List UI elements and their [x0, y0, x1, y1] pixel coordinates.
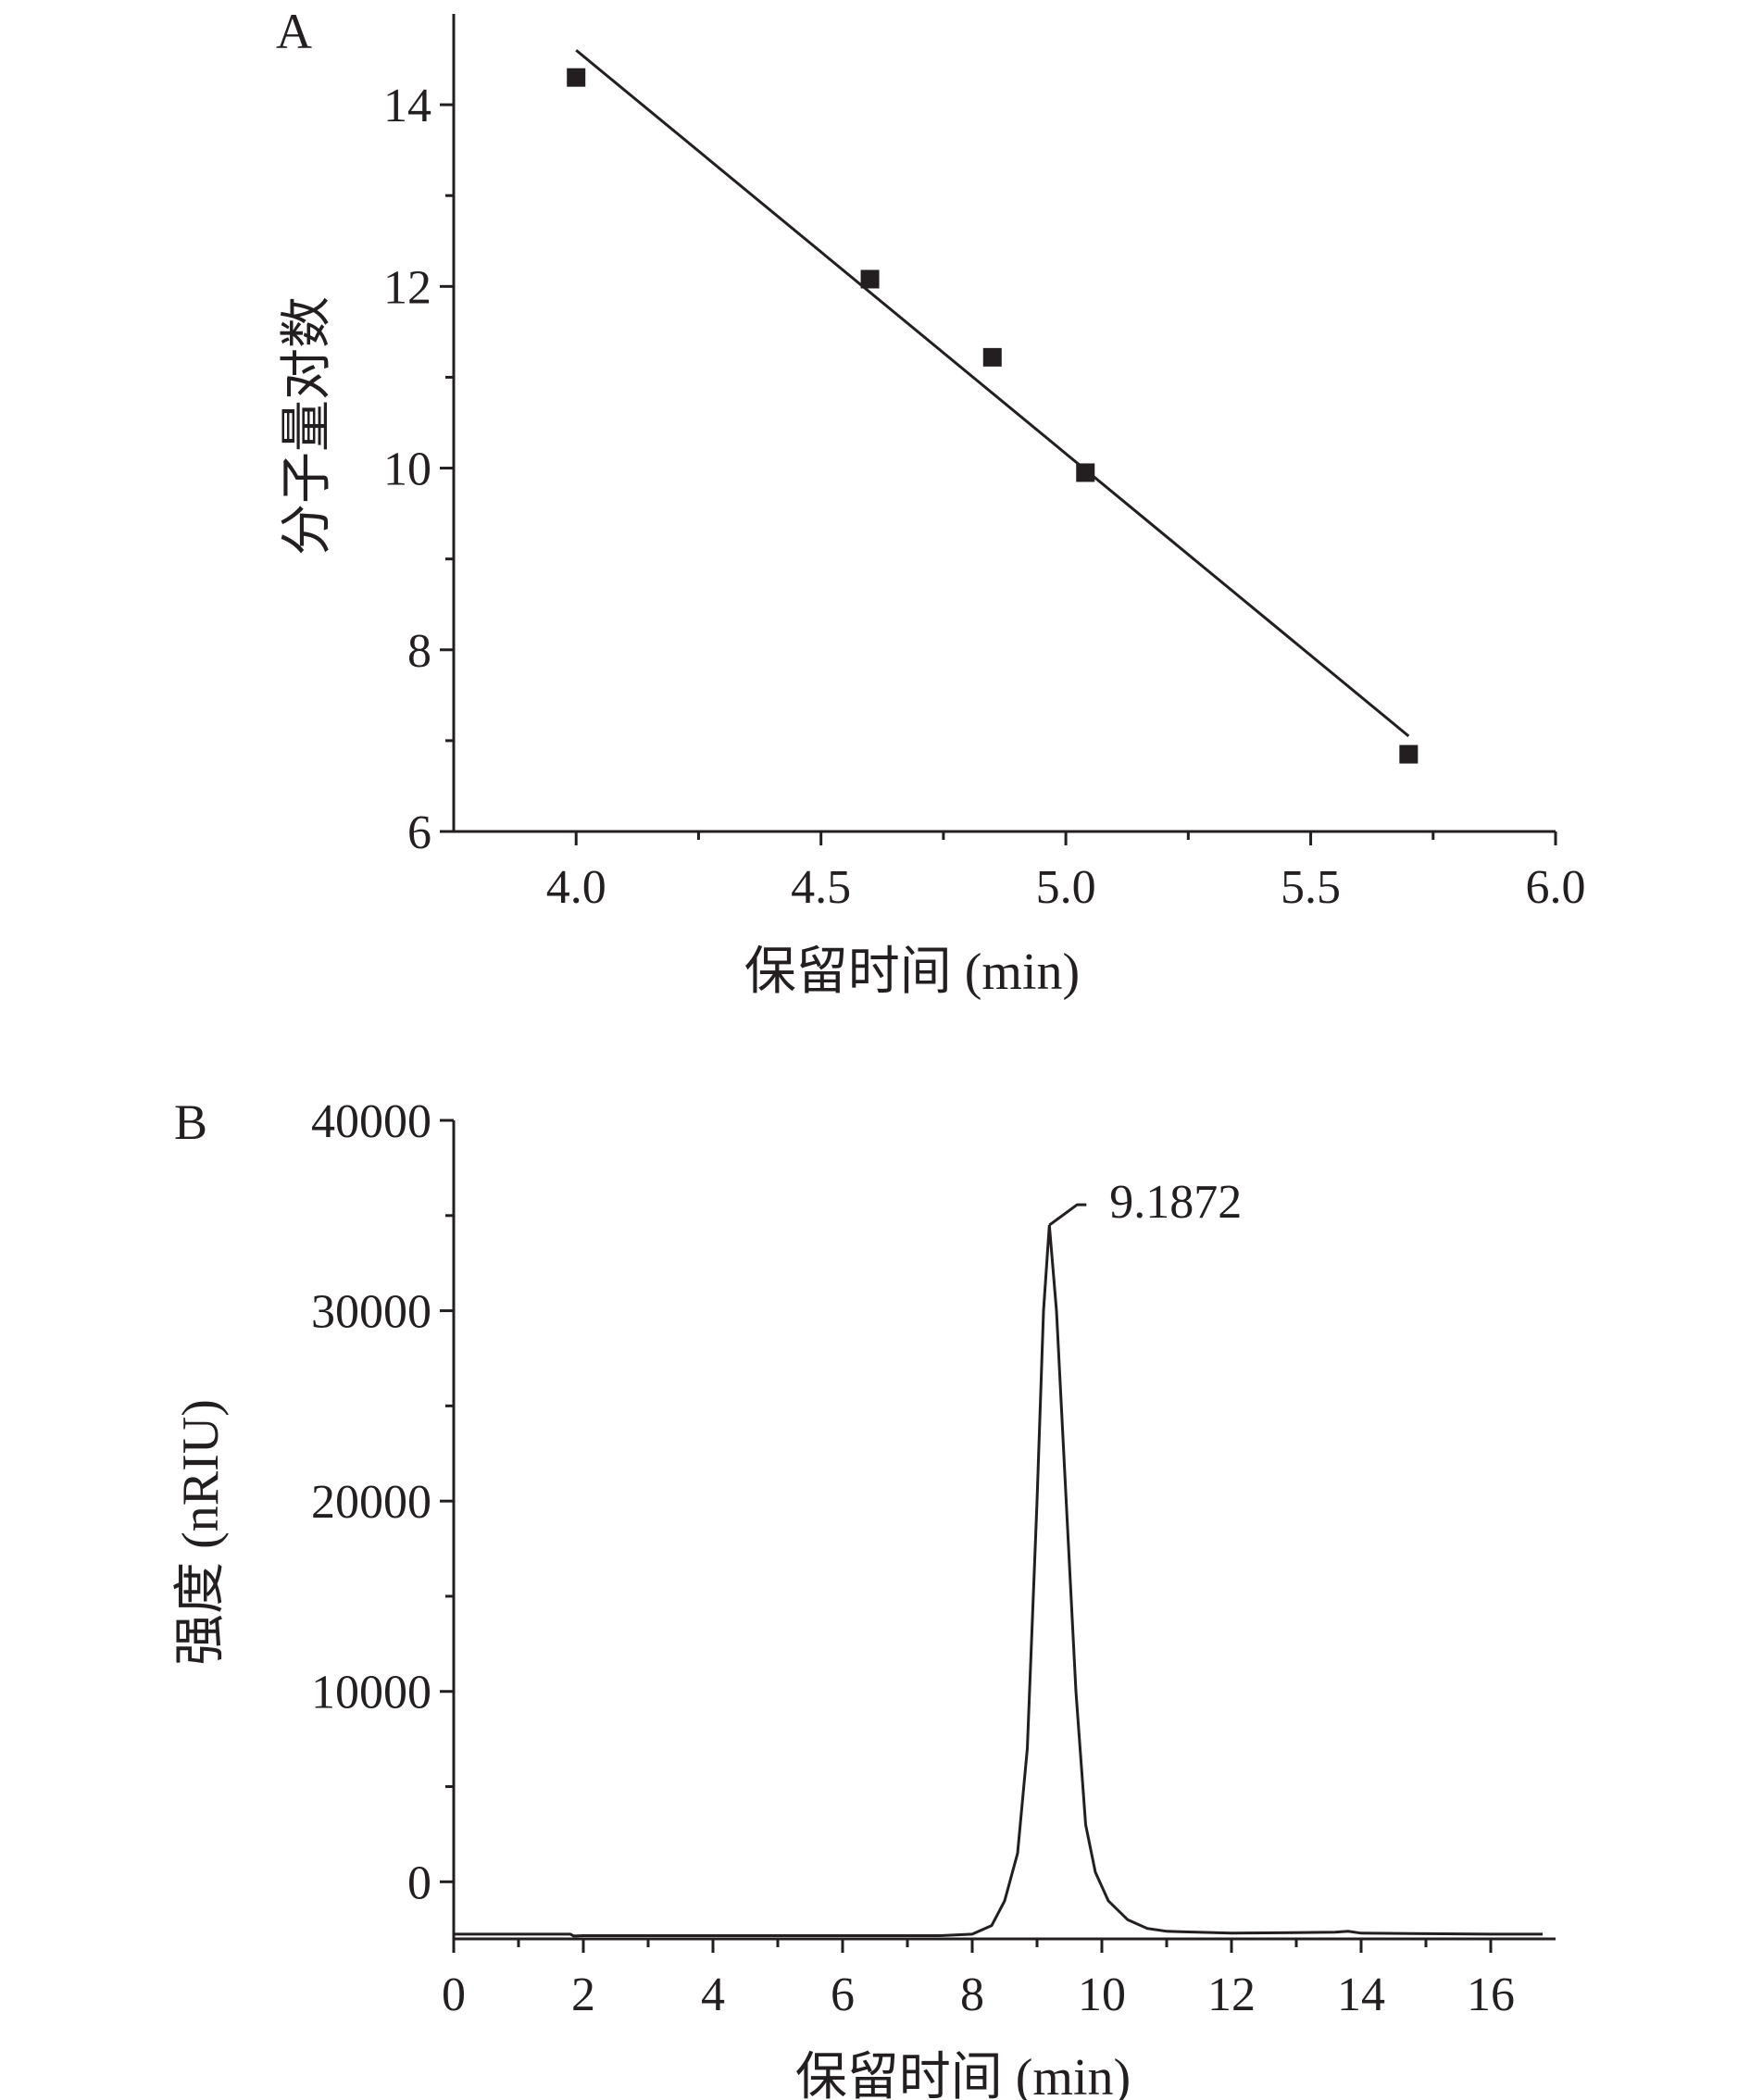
data-point [1399, 744, 1419, 764]
x-tick-label-b: 0 [442, 1969, 466, 2021]
data-point [860, 269, 880, 289]
plot-area-a: 4.0 4.5 5.0 5.5 6.0 6 8 10 12 14 [383, 14, 1586, 914]
panel-label-b: B [174, 1094, 207, 1150]
x-tick-label-a: 4.0 [546, 861, 606, 914]
x-tick-label-b: 14 [1337, 1969, 1385, 2021]
y-tick-label-a: 12 [383, 261, 431, 314]
x-axis-title-b: 保留时间 (min) [795, 2049, 1131, 2100]
x-tick-label-b: 16 [1467, 1969, 1515, 2021]
x-tick-label-a: 5.5 [1281, 861, 1341, 914]
y-tick-label-b: 20000 [311, 1476, 431, 1529]
fit-line [575, 49, 1410, 738]
y-tick-label-a: 14 [383, 80, 431, 132]
y-tick-label-b: 10000 [311, 1667, 431, 1719]
chart-panel-a: A 保留时间 (min) 分子量对数 4.0 4.5 5.0 5.5 6.0 6 8 10 12… [276, 4, 1586, 1001]
data-point [567, 68, 586, 87]
chart-panel-b: B 保留时间 (min) 强度 (nRIU) 0 2 4 6 8 10 12 14 16 0 100… [172, 1094, 1556, 2100]
y-tick-label-a: 10 [383, 444, 431, 496]
x-tick-label-a: 6.0 [1526, 861, 1586, 914]
x-tick-label-b: 12 [1207, 1969, 1256, 2021]
x-axis-title-a: 保留时间 (min) [744, 944, 1080, 1001]
y-tick-label-a: 8 [407, 625, 431, 678]
x-tick-label-b: 8 [960, 1969, 984, 2021]
chromatogram-line [454, 1224, 1543, 1938]
y-axis-title-b: 强度 (nRIU) [172, 1399, 230, 1666]
peak-annotation-leader [1048, 1203, 1087, 1227]
y-tick-label-b: 0 [407, 1856, 431, 1909]
data-point [982, 347, 1002, 367]
y-tick-label-a: 6 [407, 806, 431, 859]
y-axis-title-a: 分子量对数 [279, 296, 336, 556]
y-tick-label-b: 40000 [311, 1095, 431, 1148]
x-tick-label-a: 5.0 [1036, 861, 1096, 914]
data-point [1076, 463, 1095, 482]
y-tick-label-b: 30000 [311, 1286, 431, 1339]
plot-area-b: 0 2 4 6 8 10 12 14 16 0 10000 20000 30000 40000 9.1872 [311, 1095, 1556, 2021]
x-tick-label-b: 2 [571, 1969, 595, 2021]
x-tick-label-b: 4 [701, 1969, 725, 2021]
x-tick-label-b: 6 [831, 1969, 855, 2021]
peak-annotation-label: 9.1872 [1109, 1176, 1242, 1229]
panel-label-a: A [276, 4, 312, 59]
x-tick-label-b: 10 [1078, 1969, 1126, 2021]
x-tick-label-a: 4.5 [791, 861, 851, 914]
